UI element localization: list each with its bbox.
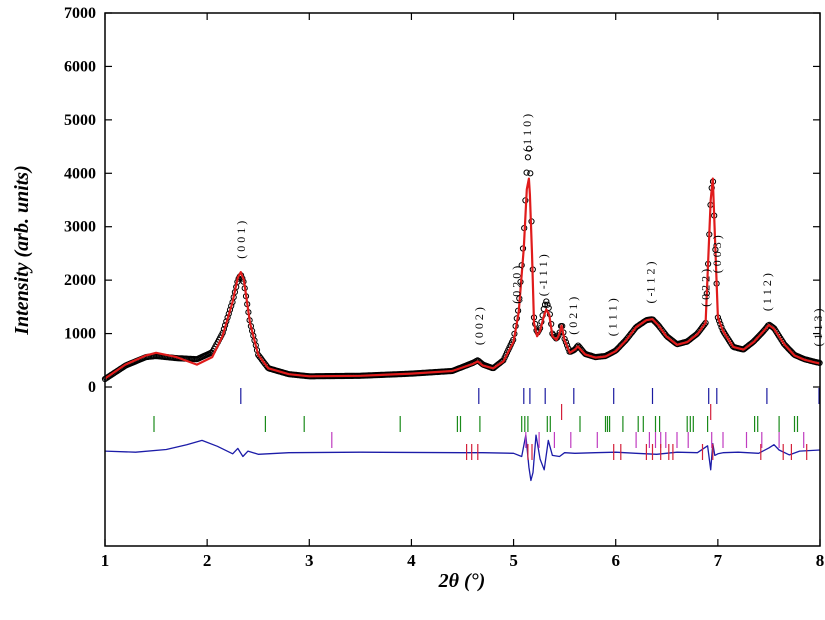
- y-tick-label: 4000: [64, 165, 96, 182]
- observed-point: [524, 154, 532, 161]
- observed-point: [544, 301, 551, 308]
- observed-point: [543, 298, 550, 305]
- peak-label: ( 1 1 1 ): [606, 298, 620, 336]
- observed-point: [527, 170, 534, 177]
- plot-frame: [104, 12, 821, 547]
- observed-point: [545, 304, 552, 311]
- peak-label: ( -1 1 1 ): [536, 254, 550, 296]
- x-tick-label: 4: [407, 551, 416, 570]
- observed-point: [541, 301, 549, 308]
- observed-point: [526, 145, 533, 152]
- x-tick-label: 5: [509, 551, 518, 570]
- peak-label: ( 0 2 0 ): [510, 266, 524, 304]
- x-tick-label: 3: [305, 551, 314, 570]
- reflection-tick-row-2: [560, 404, 712, 420]
- axis-ticks: 0 1000 2000 3000 4000 5000 6000 7000 1 2 3 4 5 6 7 8: [64, 5, 824, 570]
- x-tick-label: 7: [714, 551, 723, 570]
- peak-label: ( 1 1 3 ): [811, 309, 825, 347]
- calculated-series-line: [104, 177, 821, 380]
- reflection-tick-row-4: [331, 432, 805, 448]
- y-axis-label: Intensity (arb. units): [11, 165, 33, 335]
- x-tick-label: 8: [816, 551, 825, 570]
- reflection-tick-row-5: [466, 444, 808, 460]
- y-tick-label: 6000: [64, 58, 96, 75]
- peak-label: ( 1 1 0 ): [520, 114, 534, 152]
- y-tick-label: 2000: [64, 272, 96, 289]
- y-tick-label: 7000: [64, 5, 96, 22]
- peak-label: ( 0 0 2 ): [472, 307, 486, 345]
- peak-label: ( 0 2 1 ): [566, 297, 580, 335]
- observed-point: [523, 169, 530, 176]
- peak-label: ( 0 2 2 ): [699, 269, 713, 307]
- peak-label: ( 0 0 1 ): [234, 221, 248, 259]
- peak-label: ( 1 1 2 ): [760, 273, 774, 311]
- reflection-tick-row-3: [153, 416, 799, 432]
- y-tick-label: 5000: [64, 112, 96, 129]
- difference-series-line: [104, 434, 821, 482]
- observed-point: [701, 321, 708, 328]
- x-axis-label: 2θ (°): [438, 570, 486, 592]
- y-tick-label: 0: [88, 379, 96, 396]
- y-tick-label: 1000: [64, 326, 96, 343]
- reflection-tick-row-1: [240, 388, 820, 404]
- peak-label: ( -1 1 2 ): [643, 262, 657, 304]
- x-tick-label: 2: [203, 551, 212, 570]
- x-tick-label: 1: [101, 551, 110, 570]
- plot-layer: ( 0 0 1 ) ( 0 0 2 ) ( 0 2 0 ) ( 1 1 0 ) ( -1…: [101, 114, 825, 482]
- y-tick-label: 3000: [64, 219, 96, 236]
- peak-label: ( 0 0 3 ): [710, 235, 724, 273]
- x-tick-label: 6: [611, 551, 620, 570]
